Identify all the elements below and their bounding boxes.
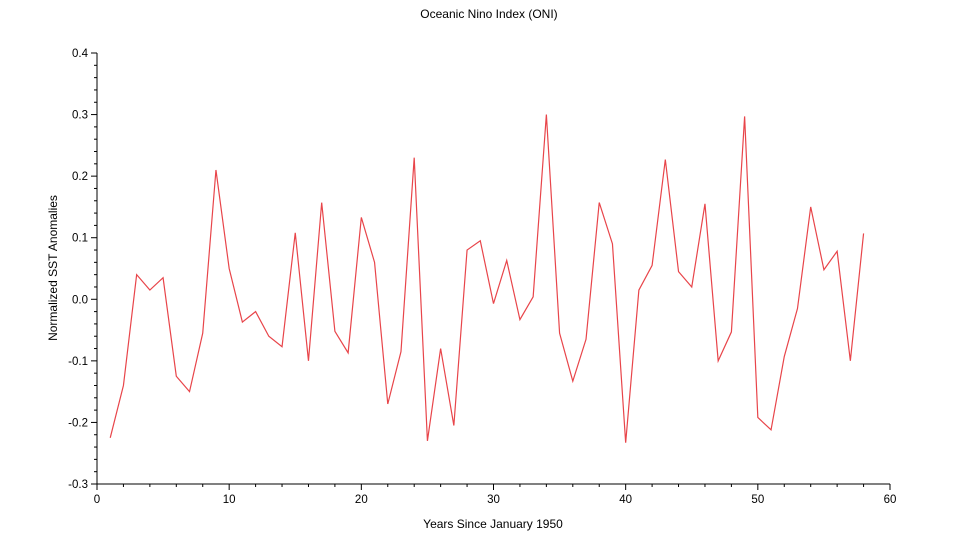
y-tick-label: 0.2 [72,171,88,183]
y-tick-label: -0.1 [68,356,88,368]
y-tick-label: 0.0 [72,294,88,306]
x-tick-label: 0 [94,494,100,506]
y-tick-label: -0.3 [68,479,88,491]
y-tick-label: 0.4 [72,48,89,60]
x-tick-label: 40 [619,494,632,506]
x-tick-label: 30 [487,494,500,506]
series-line [109,114,865,443]
x-tick-label: 10 [223,494,236,506]
x-tick-label: 20 [355,494,368,506]
x-axis-label: Years Since January 1950 [423,517,563,531]
x-ticks: 0 10 20 30 40 50 60 [94,484,897,506]
chart-title: Oceanic Nino Index (ONI) [420,7,557,21]
axes [96,53,890,485]
y-ticks: -0.3 -0.2 -0.1 0.0 0.1 0.2 0.3 0.4 [68,48,97,491]
y-axis-label: Normalized SST Anomalies [46,195,60,341]
x-tick-label: 50 [751,494,764,506]
x-tick-label: 60 [884,494,897,506]
series-group [109,114,865,443]
y-tick-label: 0.1 [72,233,88,245]
y-tick-label: 0.3 [72,110,88,122]
y-tick-label: -0.2 [68,417,88,429]
